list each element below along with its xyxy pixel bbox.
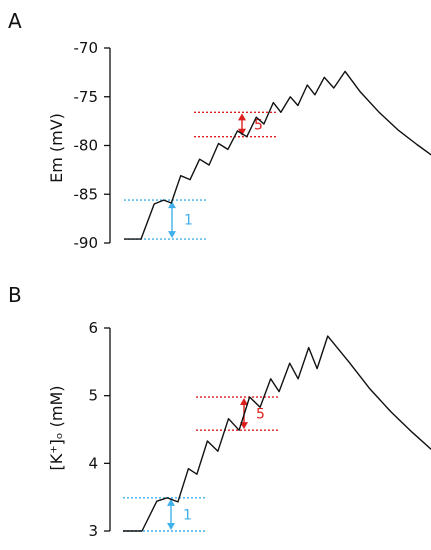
panel-a-annotation-blue: 1 [124, 199, 206, 240]
annotation-label: 5 [256, 407, 265, 423]
panel-b-data-line [123, 335, 431, 532]
panel-a-annotation-red: 5 [194, 111, 276, 138]
panel-b-y-tick-label: 5 [88, 387, 98, 405]
annotation-label: 5 [254, 118, 263, 134]
panel-a-annotations: 15 [124, 111, 276, 240]
panel-b-annotation-red: 5 [196, 396, 278, 431]
panel-a-y-tick-label: -70 [74, 39, 99, 57]
annotation-label: 1 [183, 507, 192, 523]
panel-b-y-axis-label: [K⁺]ₒ (mM) [47, 386, 66, 471]
annotation-arrow-head-up [167, 498, 175, 506]
annotation-arrow-head-down [168, 231, 176, 239]
panel-a-data-line [124, 70, 431, 240]
annotation-arrow-head-up [168, 201, 176, 209]
panel-b-annotation-blue: 1 [123, 497, 205, 532]
annotation-arrow-head-down [238, 128, 246, 136]
annotation-arrow-head-down [167, 523, 175, 530]
panel-b-annotations: 15 [123, 396, 278, 532]
panel-a-y-tick-label: -80 [74, 137, 99, 155]
annotation-arrow-head-up [240, 398, 248, 406]
panel-a-y-tick-label: -75 [74, 88, 99, 106]
annotation-arrow-head-up [238, 113, 246, 121]
annotation-arrow-head-down [240, 422, 248, 430]
panel-a-y-axis-label: Em (mV) [47, 113, 66, 183]
panel-a: A Em (mV) -90-85-80-75-70 15 [8, 9, 431, 252]
panel-b-y-tick-label: 6 [88, 319, 98, 337]
panel-b-y-tick-label: 3 [88, 522, 98, 540]
panel-a-y-tick-label: -85 [74, 185, 99, 203]
annotation-label: 1 [184, 213, 193, 229]
panel-a-trace [124, 70, 431, 240]
panel-a-label: A [8, 9, 22, 33]
panel-b-y-ticks: 3 4 5 6 [88, 319, 110, 540]
panel-b-label: B [8, 283, 22, 307]
panel-b-y-tick-label: 4 [88, 454, 98, 472]
panel-a-y-tick-label: -90 [74, 234, 99, 252]
panel-a-y-ticks: -90 -85 -80 -75 -70 [74, 39, 110, 252]
panel-b-trace [123, 335, 431, 532]
